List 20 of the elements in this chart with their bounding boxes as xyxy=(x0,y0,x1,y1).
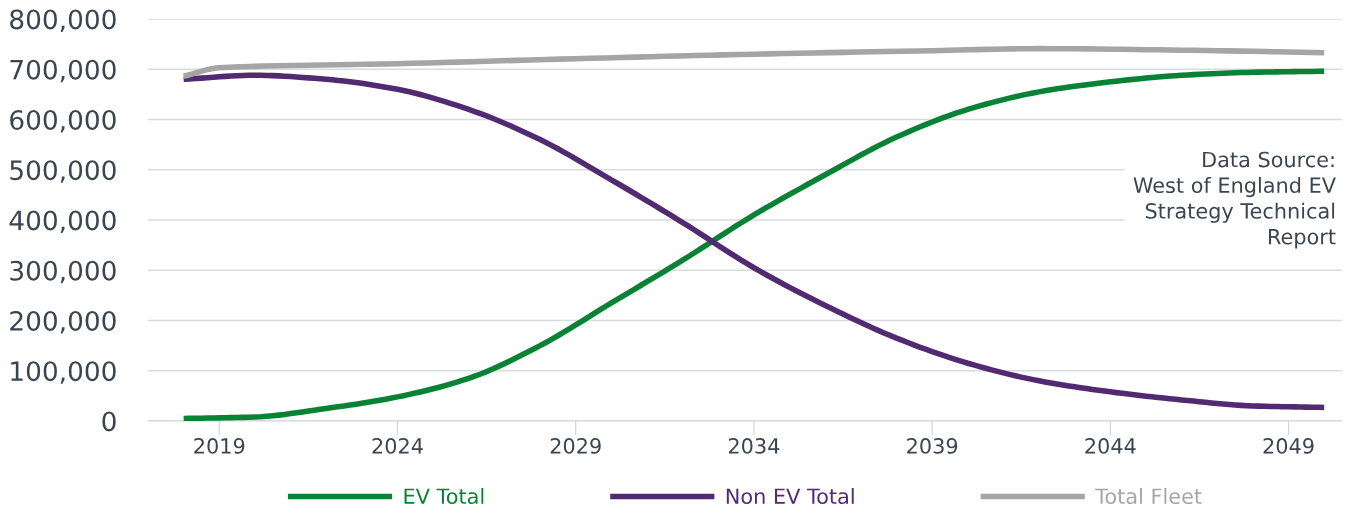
y-tick-label: 300,000 xyxy=(10,260,116,284)
y-tick-label: 700,000 xyxy=(10,59,116,83)
y-tick-label: 800,000 xyxy=(10,9,116,33)
text: EV Total xyxy=(404,487,484,505)
text: Total Fleet xyxy=(1095,487,1202,505)
y-tick-label: 600,000 xyxy=(10,109,116,133)
y-tick-label: 400,000 xyxy=(9,210,116,234)
x-tick-label: 2024 xyxy=(372,438,423,454)
y-tick-label: 100,000 xyxy=(11,361,116,384)
x-tick-label: 2019 xyxy=(194,438,245,454)
y-tick-label: 200,000 xyxy=(10,310,116,334)
text: Non EV Total xyxy=(726,487,854,505)
y-tick-label: 500,000 xyxy=(10,160,116,183)
x-tick-label: 2044 xyxy=(1085,438,1136,454)
x-tick-label: 2029 xyxy=(550,438,601,454)
y-tick-label: 0 xyxy=(102,411,116,432)
x-tick-label: 2039 xyxy=(907,438,958,454)
annotation: Data Source: West of England EV Strategy Technical Report xyxy=(1133,151,1336,249)
x-tick-label: 2034 xyxy=(728,438,780,454)
x-tick-label: 2049 xyxy=(1263,438,1314,454)
